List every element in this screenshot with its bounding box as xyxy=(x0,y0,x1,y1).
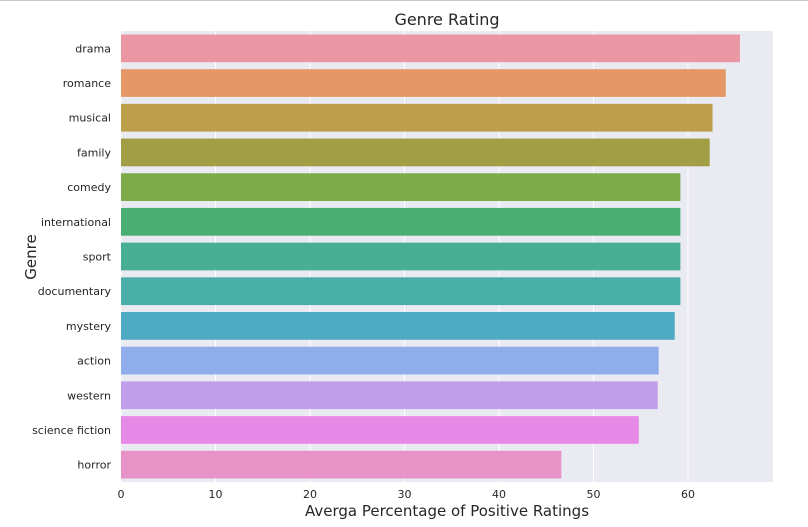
bar-horror xyxy=(121,450,562,479)
y-axis-label: Genre xyxy=(22,234,40,279)
y-tick-label: musical xyxy=(69,112,111,125)
bar-action xyxy=(121,346,659,375)
y-tick-label: science fiction xyxy=(32,424,111,437)
bar-comedy xyxy=(121,173,681,201)
bar-western xyxy=(121,381,658,410)
bar-drama xyxy=(121,34,740,63)
bar-international xyxy=(121,207,681,236)
x-tick-label: 60 xyxy=(681,488,695,501)
y-tick-label: drama xyxy=(75,42,111,55)
x-axis-label: Averga Percentage of Positive Ratings xyxy=(305,502,589,520)
x-tick-label: 40 xyxy=(492,488,506,501)
y-tick-labels: drama romance musical family comedy internati… xyxy=(32,42,112,471)
x-tick-label: 10 xyxy=(208,488,222,501)
bar-musical xyxy=(121,103,713,132)
y-tick-label: romance xyxy=(63,77,111,90)
bar-sport xyxy=(121,242,681,271)
y-tick-label: family xyxy=(77,146,111,159)
top-border-line xyxy=(0,0,808,1)
bar-romance xyxy=(121,69,726,97)
y-tick-label: western xyxy=(67,389,111,402)
y-tick-label: horror xyxy=(77,459,111,472)
x-tick-label: 30 xyxy=(397,488,411,501)
y-tick-label: comedy xyxy=(67,181,111,194)
bar-family xyxy=(121,138,710,167)
x-tick-label: 50 xyxy=(586,488,600,501)
y-tick-label: documentary xyxy=(38,285,112,298)
y-tick-label: sport xyxy=(83,251,112,264)
bar-mystery xyxy=(121,312,675,340)
bar-science-fiction xyxy=(121,416,639,444)
x-tick-label: 20 xyxy=(303,488,317,501)
y-tick-label: international xyxy=(41,216,111,229)
y-tick-label: action xyxy=(77,355,111,368)
bar-documentary xyxy=(121,277,681,306)
chart-title: Genre Rating xyxy=(394,10,499,29)
x-tick-label: 0 xyxy=(118,488,125,501)
y-tick-label: mystery xyxy=(66,320,112,333)
bars xyxy=(121,34,740,479)
x-tick-labels: 0 10 20 30 40 50 60 xyxy=(118,488,695,501)
